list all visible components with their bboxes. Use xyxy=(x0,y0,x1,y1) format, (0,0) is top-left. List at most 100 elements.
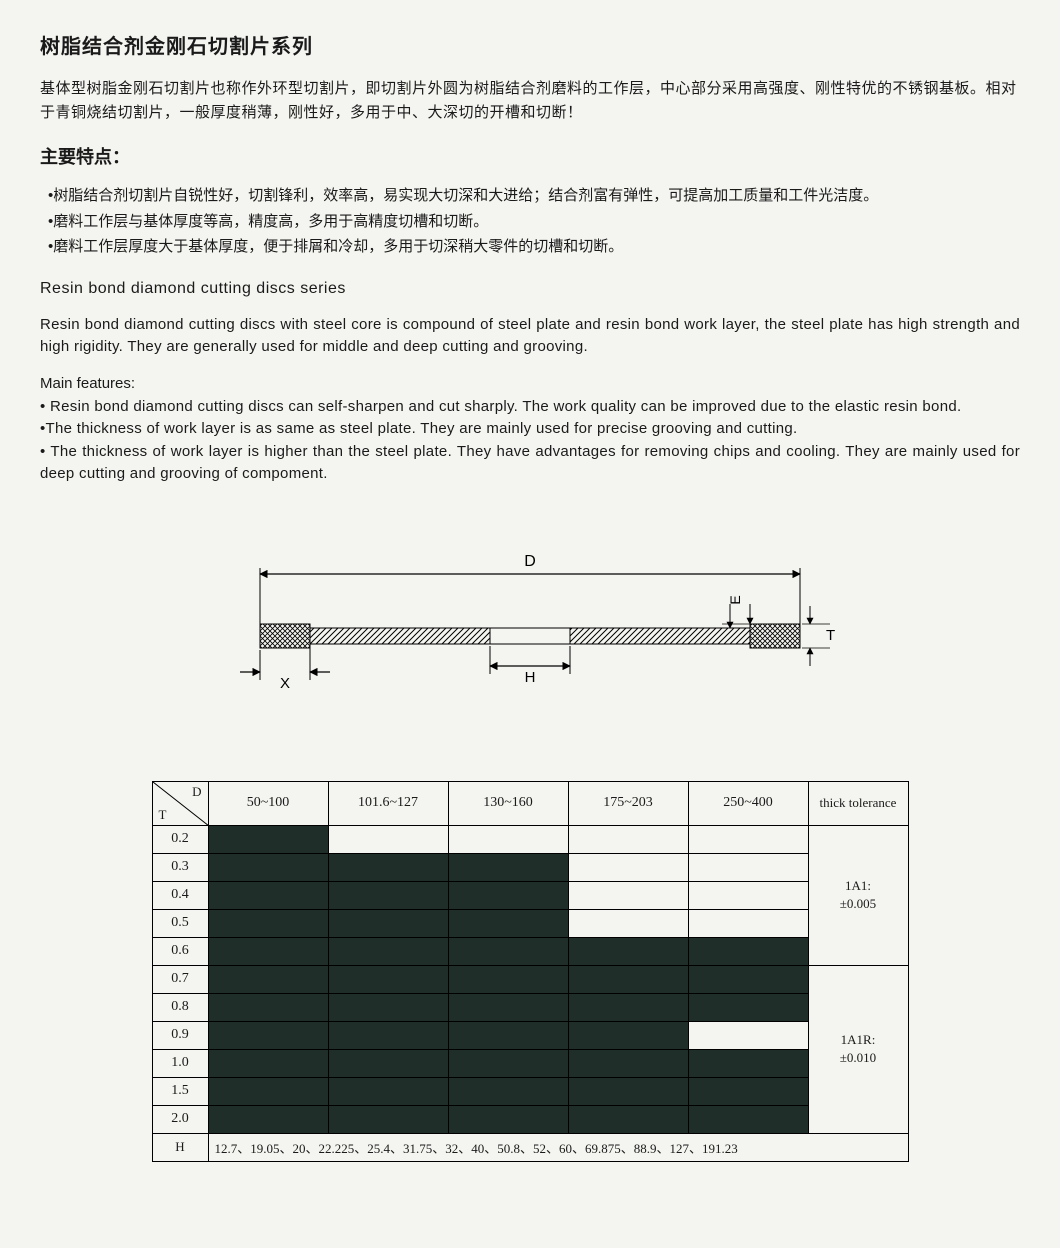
bullet-en-1: •The thickness of work layer is as same … xyxy=(40,418,1020,441)
filled-cell xyxy=(208,1021,328,1049)
filled-cell xyxy=(448,965,568,993)
filled-cell xyxy=(208,909,328,937)
filled-cell xyxy=(448,937,568,965)
filled-cell xyxy=(448,993,568,1021)
table-row: 0.6 xyxy=(152,937,908,965)
h-row-label: H xyxy=(152,1133,208,1161)
table-row: 0.4 xyxy=(152,881,908,909)
t-value-cell: 1.5 xyxy=(152,1077,208,1105)
empty-cell xyxy=(568,825,688,853)
empty-cell xyxy=(568,853,688,881)
t-value-cell: 0.5 xyxy=(152,909,208,937)
empty-cell xyxy=(688,881,808,909)
filled-cell xyxy=(208,937,328,965)
bullets-en: • Resin bond diamond cutting discs can s… xyxy=(40,396,1020,486)
t-value-cell: 0.8 xyxy=(152,993,208,1021)
corner-label-d: D xyxy=(192,784,201,800)
filled-cell xyxy=(448,1049,568,1077)
title-en: Resin bond diamond cutting discs series xyxy=(40,280,1020,298)
filled-cell xyxy=(328,1077,448,1105)
filled-cell xyxy=(328,881,448,909)
d-header-2: 130~160 xyxy=(448,781,568,825)
intro-para-en: Resin bond diamond cutting discs with st… xyxy=(40,314,1020,359)
filled-cell xyxy=(208,825,328,853)
filled-cell xyxy=(208,1049,328,1077)
bullet-en-0: • Resin bond diamond cutting discs can s… xyxy=(40,396,1020,419)
table-row: 0.8 xyxy=(152,993,908,1021)
filled-cell xyxy=(688,993,808,1021)
spec-table: D T 50~100 101.6~127 130~160 175~203 250… xyxy=(152,781,909,1162)
filled-cell xyxy=(568,1021,688,1049)
filled-cell xyxy=(568,937,688,965)
table-row: 0.5 xyxy=(152,909,908,937)
bullet-cn-2: •磨料工作层厚度大于基体厚度，便于排屑和冷却，多用于切深稍大零件的切槽和切断。 xyxy=(40,234,1020,260)
filled-cell xyxy=(568,965,688,993)
tolerance-cell: 1A1R:±0.010 xyxy=(808,965,908,1133)
t-value-cell: 0.9 xyxy=(152,1021,208,1049)
empty-cell xyxy=(688,853,808,881)
filled-cell xyxy=(208,1105,328,1133)
table-row: 0.3 xyxy=(152,853,908,881)
empty-cell xyxy=(688,909,808,937)
filled-cell xyxy=(688,1049,808,1077)
filled-cell xyxy=(448,1105,568,1133)
table-row: 0.71A1R:±0.010 xyxy=(152,965,908,993)
bullet-cn-1: •磨料工作层与基体厚度等高，精度高，多用于高精度切槽和切断。 xyxy=(40,209,1020,235)
diagram-label-t: T xyxy=(826,627,835,644)
t-value-cell: 0.7 xyxy=(152,965,208,993)
table-row: 2.0 xyxy=(152,1105,908,1133)
filled-cell xyxy=(688,937,808,965)
t-value-cell: 0.4 xyxy=(152,881,208,909)
empty-cell xyxy=(568,909,688,937)
filled-cell xyxy=(568,993,688,1021)
filled-cell xyxy=(328,937,448,965)
bullets-cn: •树脂结合剂切割片自锐性好，切割锋利，效率高，易实现大切深和大进给；结合剂富有弹… xyxy=(40,183,1020,260)
filled-cell xyxy=(328,993,448,1021)
d-header-4: 250~400 xyxy=(688,781,808,825)
filled-cell xyxy=(328,1049,448,1077)
h-row: H 12.7、19.05、20、22.225、25.4、31.75、32、40、… xyxy=(152,1133,908,1161)
d-header-3: 175~203 xyxy=(568,781,688,825)
empty-cell xyxy=(448,825,568,853)
diagram-label-d: D xyxy=(524,553,536,570)
table-corner-cell: D T xyxy=(152,781,208,825)
h-row-values: 12.7、19.05、20、22.225、25.4、31.75、32、40、50… xyxy=(208,1133,908,1161)
diagram-label-h: H xyxy=(525,669,536,686)
filled-cell xyxy=(568,1077,688,1105)
filled-cell xyxy=(328,909,448,937)
title-cn: 树脂结合剂金刚石切割片系列 xyxy=(40,30,1020,59)
filled-cell xyxy=(448,1077,568,1105)
t-value-cell: 0.2 xyxy=(152,825,208,853)
corner-label-t: T xyxy=(159,807,167,823)
filled-cell xyxy=(328,1021,448,1049)
filled-cell xyxy=(448,909,568,937)
filled-cell xyxy=(688,1077,808,1105)
table-row: 1.0 xyxy=(152,1049,908,1077)
filled-cell xyxy=(448,1021,568,1049)
filled-cell xyxy=(448,881,568,909)
diagram-label-x: X xyxy=(280,675,290,692)
filled-cell xyxy=(208,853,328,881)
t-value-cell: 1.0 xyxy=(152,1049,208,1077)
empty-cell xyxy=(688,1021,808,1049)
subtitle-cn: 主要特点： xyxy=(40,143,1020,169)
table-row: 0.21A1:±0.005 xyxy=(152,825,908,853)
d-header-0: 50~100 xyxy=(208,781,328,825)
cross-section-diagram: D E T H X xyxy=(40,546,1020,721)
table-row: 1.5 xyxy=(152,1077,908,1105)
empty-cell xyxy=(568,881,688,909)
table-row: 0.9 xyxy=(152,1021,908,1049)
filled-cell xyxy=(328,853,448,881)
diagram-label-e: E xyxy=(727,595,743,604)
filled-cell xyxy=(328,965,448,993)
filled-cell xyxy=(208,1077,328,1105)
filled-cell xyxy=(208,965,328,993)
filled-cell xyxy=(328,1105,448,1133)
filled-cell xyxy=(688,965,808,993)
d-header-1: 101.6~127 xyxy=(328,781,448,825)
filled-cell xyxy=(208,993,328,1021)
intro-para-cn: 基体型树脂金刚石切割片也称作外环型切割片，即切割片外圆为树脂结合剂磨料的工作层，… xyxy=(40,77,1020,125)
table-header-row: D T 50~100 101.6~127 130~160 175~203 250… xyxy=(152,781,908,825)
filled-cell xyxy=(448,853,568,881)
filled-cell xyxy=(568,1049,688,1077)
